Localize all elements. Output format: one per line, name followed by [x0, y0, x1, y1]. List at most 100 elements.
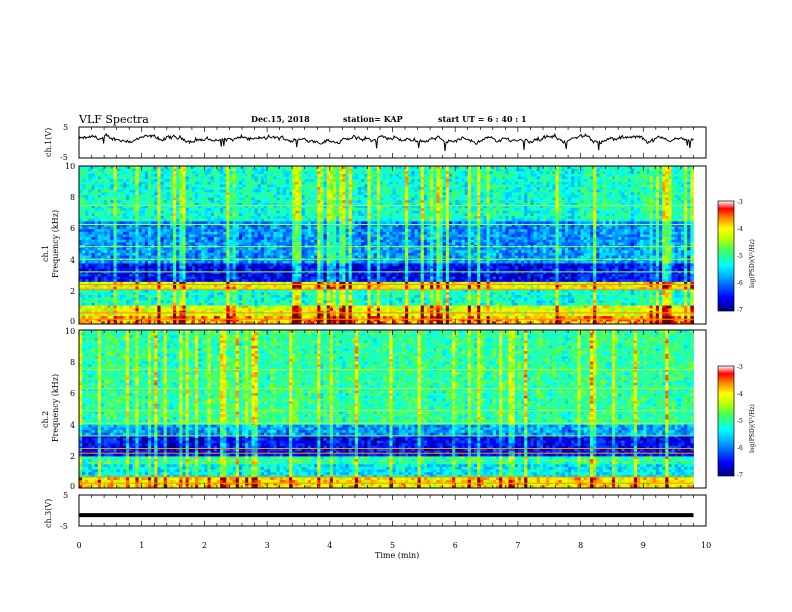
spectrogram-cell [141, 231, 146, 235]
spectrogram-cell [524, 187, 528, 191]
spectrogram-cell [646, 181, 650, 185]
spectrogram-cell [191, 179, 196, 183]
spectrogram-cell [179, 210, 183, 214]
spectrogram-cell [658, 168, 663, 172]
spectrogram-cell [461, 197, 466, 201]
spectrogram-cell [646, 166, 650, 170]
spectrogram-cell [574, 168, 578, 172]
spectrogram-cell [332, 192, 337, 196]
spectrogram-cell [100, 216, 105, 220]
spectrogram-cell [104, 200, 108, 204]
spectrogram-cell [229, 223, 234, 227]
spectrogram-cell [602, 218, 607, 222]
spectrogram-cell [536, 229, 541, 233]
spectrogram-cell [442, 166, 447, 170]
spectrogram-cell [467, 216, 472, 220]
spectrogram-cell [640, 194, 644, 198]
spectrogram-cell [182, 218, 186, 222]
spectrogram-cell [345, 205, 350, 209]
spectrogram-cell [379, 192, 384, 196]
spectrogram-cell [260, 184, 265, 188]
spectrogram-cell [122, 181, 127, 185]
spectrogram-cell [332, 210, 337, 214]
spectrogram-cell [110, 218, 114, 222]
spectrogram-cell [138, 176, 143, 180]
spectrogram-cell [270, 229, 274, 233]
spectrogram-cell [499, 189, 503, 193]
spectrogram-cell [232, 179, 237, 183]
spectrogram-cell [474, 168, 478, 172]
spectrogram-cell [257, 166, 262, 170]
spectrogram-cell [232, 200, 237, 204]
spectrogram-cell [207, 192, 212, 196]
spectrogram-cell [590, 194, 594, 198]
spectrogram-cell [590, 197, 594, 201]
spectrogram-cell [373, 218, 378, 222]
spectrogram-cell [163, 194, 168, 198]
spectrogram-cell [361, 197, 365, 201]
spectrogram-cell [273, 221, 277, 225]
spectrogram-cell [242, 231, 246, 235]
spectrogram-cell [389, 171, 393, 175]
spectrogram-cell [637, 194, 641, 198]
spectrogram-cell [511, 226, 516, 230]
spectrogram-cell [119, 189, 124, 193]
spectrogram-cell [621, 205, 625, 209]
spectrogram-cell [455, 168, 459, 172]
spectrogram-cell [486, 210, 491, 214]
spectrogram-cell [94, 218, 99, 222]
spectrogram-cell [351, 179, 356, 183]
spectrogram-cell [602, 181, 607, 185]
spectrogram-cell [590, 216, 594, 220]
spectrogram-cell [379, 184, 384, 188]
spectrogram-cell [395, 226, 400, 230]
spectrogram-cell [630, 187, 635, 191]
spectrogram-cell [593, 179, 597, 183]
spectrogram-cell [292, 166, 296, 170]
spectrogram-cell [477, 216, 481, 220]
spectrogram-cell [458, 221, 462, 225]
spectrogram-cell [195, 231, 199, 235]
spectrogram-cell [690, 216, 694, 220]
spectrogram-cell [442, 200, 447, 204]
spectrogram-cell [220, 176, 224, 180]
spectrogram-cell [195, 229, 199, 233]
spectrogram-cell [483, 226, 487, 230]
spectrogram-cell [282, 187, 287, 191]
spectrogram-cell [483, 200, 487, 204]
spectrogram-cell [564, 208, 569, 212]
spectrogram-cell [652, 208, 657, 212]
spectrogram-cell [655, 210, 660, 214]
spectrogram-cell [580, 216, 585, 220]
spectrogram-cell [633, 200, 638, 204]
spectrogram-cell [107, 200, 111, 204]
spectrogram-cell [508, 226, 513, 230]
spectrogram-cell [633, 205, 638, 209]
spectrogram-cell [637, 202, 641, 206]
spectrogram-cell [627, 229, 632, 233]
spectrogram-cell [608, 184, 613, 188]
spectrogram-cell [552, 229, 556, 233]
spectrogram-cell [442, 168, 447, 172]
spectrogram-cell [358, 223, 362, 227]
spectrogram-cell [129, 216, 133, 220]
spectrogram-cell [517, 194, 522, 198]
spectrogram-cell [499, 205, 503, 209]
spectrogram-cell [198, 226, 202, 230]
spectrogram-cell [373, 192, 378, 196]
spectrogram-cell [486, 205, 491, 209]
spectrogram-cell [414, 200, 418, 204]
spectrogram-cell [640, 184, 644, 188]
spectrogram-cell [455, 210, 459, 214]
spectrogram-cell [367, 200, 371, 204]
spectrogram-cell [405, 171, 409, 175]
spectrogram-cell [354, 184, 359, 188]
spectrogram-cell [483, 205, 487, 209]
spectrogram-cell [307, 223, 312, 227]
spectrogram-cell [182, 200, 186, 204]
spectrogram-cell [426, 221, 431, 225]
spectrogram-cell [674, 226, 679, 230]
spectrogram-cell [351, 205, 356, 209]
spectrogram-cell [358, 176, 362, 180]
spectrogram-cell [323, 166, 328, 170]
